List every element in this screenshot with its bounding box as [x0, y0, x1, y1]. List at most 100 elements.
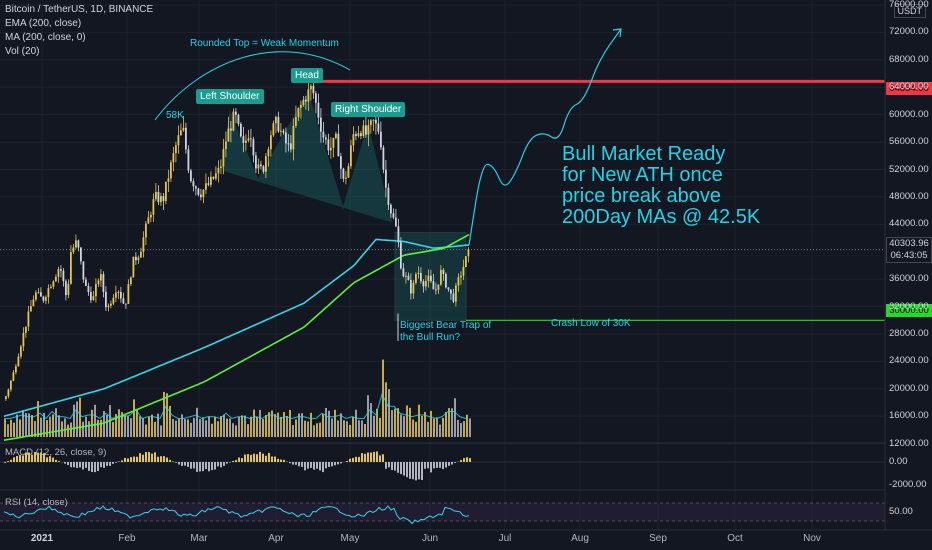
macd-bar — [214, 462, 216, 470]
candle-body — [332, 138, 335, 148]
volume-bar — [106, 414, 108, 437]
volume-bar — [97, 419, 99, 437]
candle-body — [227, 128, 230, 142]
macd-bar — [292, 462, 294, 465]
candle-body — [400, 242, 402, 269]
candle-body — [32, 299, 35, 307]
x-tick-label: Jun — [421, 533, 439, 544]
volume-bar — [280, 416, 282, 437]
volume-bar — [64, 418, 66, 437]
candle-body — [20, 346, 22, 357]
volume-bar — [400, 414, 402, 437]
macd-bar — [19, 454, 21, 462]
candle-body — [230, 128, 232, 131]
bull-market-annotation: Bull Market Ready for New ATH once price… — [562, 144, 760, 228]
candle-body — [255, 155, 257, 169]
ma-legend[interactable]: MA (200, close, 0) — [5, 32, 86, 43]
bull-line-4: 200Day MAs @ 42.5K — [562, 206, 761, 228]
candle-body — [285, 132, 287, 144]
volume-bar — [163, 391, 165, 437]
macd-bar — [193, 462, 195, 469]
macd-legend[interactable]: MACD (12, 26, close, 9) — [5, 447, 107, 458]
volume-bar — [286, 415, 288, 437]
symbol-title[interactable]: Bitcoin / TetherUS, 1D, BINANCE — [5, 4, 154, 15]
projection-path — [468, 28, 622, 245]
rsi-panel — [0, 502, 885, 525]
macd-bar — [469, 458, 471, 462]
candle-body — [402, 268, 405, 277]
candle-body — [247, 138, 250, 141]
candles — [5, 75, 470, 401]
candle-body — [347, 166, 350, 178]
macd-bar — [58, 461, 60, 462]
candle-body — [367, 125, 370, 135]
volume-bar — [202, 417, 204, 437]
volume-bar — [205, 420, 207, 437]
macd-bar — [466, 457, 468, 462]
candle-body — [277, 116, 280, 132]
macd-bar — [211, 462, 213, 471]
macd-bar — [175, 462, 177, 463]
ema-200-line — [3, 238, 470, 418]
volume-bar — [178, 418, 180, 437]
vol-legend[interactable]: Vol (20) — [5, 46, 40, 57]
candle-body — [322, 131, 325, 138]
candle-body — [40, 292, 42, 297]
level-lines — [308, 79, 885, 321]
volume-bar — [199, 419, 201, 437]
macd-bar — [436, 462, 438, 468]
macd-bar — [340, 462, 342, 464]
candle-body — [37, 292, 40, 294]
macd-tick-label: -2000.00 — [889, 479, 927, 490]
volume-bar — [103, 410, 105, 437]
volume-bar — [418, 404, 420, 437]
macd-bar — [226, 462, 228, 464]
candle-body — [425, 281, 427, 287]
macd-bar — [16, 455, 18, 462]
volume-bar — [73, 404, 75, 437]
volume-bar — [262, 419, 264, 437]
volume-bar — [436, 417, 438, 437]
candle-body — [205, 183, 207, 190]
candle-body — [442, 269, 445, 275]
macd-bar — [22, 455, 24, 462]
candle-body — [300, 104, 302, 108]
candle-body — [155, 191, 157, 200]
rsi-legend[interactable]: RSI (14, close) — [5, 497, 68, 508]
candle-body — [235, 111, 237, 115]
macd-bar — [169, 459, 171, 462]
macd-bar — [370, 452, 372, 462]
volume-bar — [454, 398, 456, 437]
volume-bar — [121, 412, 123, 437]
volume-bar — [325, 407, 327, 437]
candle-body — [270, 135, 272, 150]
ema-legend[interactable]: EMA (200, close) — [5, 18, 82, 29]
candle-body — [117, 291, 120, 293]
volume-bar — [28, 413, 30, 437]
volume-bar — [406, 405, 408, 437]
candle-body — [237, 114, 240, 124]
macd-bar — [151, 453, 153, 462]
candle-body — [430, 275, 432, 282]
macd-bar — [451, 462, 453, 465]
volume-bar — [214, 416, 216, 437]
volume-bar — [133, 399, 135, 437]
y-tick-label: 12000.00 — [889, 437, 929, 449]
volume-bar — [235, 425, 237, 437]
volume-bar — [265, 415, 267, 437]
volume-bar — [217, 421, 219, 437]
volume-bar — [304, 420, 306, 437]
candle-body — [325, 137, 327, 140]
candle-body — [185, 127, 187, 150]
macd-bar — [439, 462, 441, 468]
y-tick-label: 72000.00 — [889, 26, 929, 38]
bear-trap-annotation: Biggest Bear Trap of the Bull Run? — [400, 320, 491, 344]
macd-bar — [172, 461, 174, 462]
macd-bar — [364, 453, 366, 462]
macd-bar — [238, 457, 240, 462]
volume-bar — [469, 418, 471, 437]
volume-bar — [244, 415, 246, 437]
currency-button[interactable]: USDT — [893, 4, 926, 18]
candle-body — [197, 188, 200, 195]
